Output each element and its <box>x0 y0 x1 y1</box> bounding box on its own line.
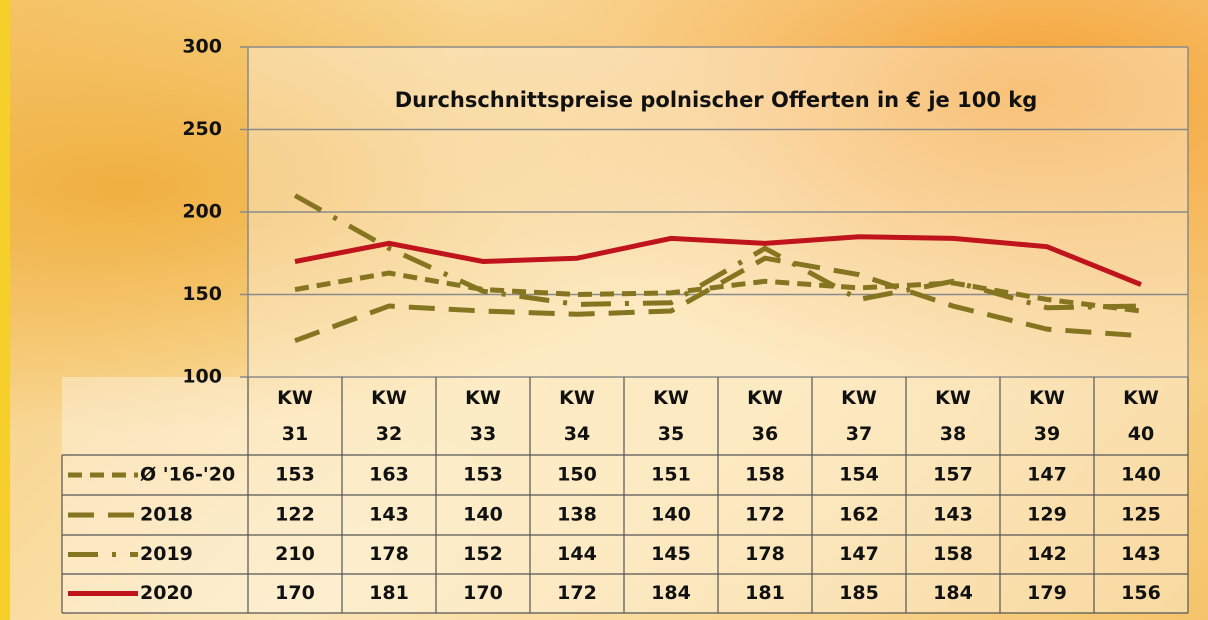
table-value: 152 <box>463 543 503 565</box>
table-value: 145 <box>651 543 691 565</box>
y-tick-label: 300 <box>182 36 222 58</box>
series-line <box>294 234 1142 287</box>
table-value: 125 <box>1121 504 1161 526</box>
legend-label: Ø '16-'20 <box>140 464 235 486</box>
table-value: 170 <box>275 582 315 604</box>
x-tick-label: KW 39 <box>1029 387 1065 445</box>
table-value: 172 <box>745 504 785 526</box>
table-value: 178 <box>369 543 409 565</box>
x-tick-label: KW 38 <box>935 387 971 445</box>
table-value: 184 <box>651 582 691 604</box>
table-value: 181 <box>369 582 409 604</box>
table-value: 143 <box>1121 543 1161 565</box>
table-value: 147 <box>1027 464 1067 486</box>
table-value: 153 <box>463 464 503 486</box>
table-value: 181 <box>745 582 785 604</box>
y-tick-label: 150 <box>182 283 222 305</box>
table-value: 138 <box>557 504 597 526</box>
table-value: 150 <box>557 464 597 486</box>
table-value: 157 <box>933 464 973 486</box>
chart-title: Durchschnittspreise polnischer Offerten … <box>395 88 1038 112</box>
table-value: 143 <box>369 504 409 526</box>
y-tick-label: 250 <box>182 118 222 140</box>
table-value: 179 <box>1027 582 1067 604</box>
table-value: 143 <box>933 504 973 526</box>
legend-label: 2020 <box>140 582 193 604</box>
x-tick-label: KW 31 <box>277 387 313 445</box>
series-line <box>294 255 1142 344</box>
table-value: 178 <box>745 543 785 565</box>
table-value: 162 <box>839 504 879 526</box>
table-value: 144 <box>557 543 597 565</box>
x-tick-label: KW 36 <box>747 387 783 445</box>
table-value: 156 <box>1121 582 1161 604</box>
table-value: 142 <box>1027 543 1067 565</box>
table-value: 184 <box>933 582 973 604</box>
table-value: 210 <box>275 543 315 565</box>
x-tick-label: KW 34 <box>559 387 595 445</box>
series-line <box>294 270 1142 314</box>
legend-label: 2019 <box>140 543 193 565</box>
table-value: 163 <box>369 464 409 486</box>
table-value: 129 <box>1027 504 1067 526</box>
legend-label: 2018 <box>140 504 193 526</box>
table-value: 158 <box>933 543 973 565</box>
table-value: 153 <box>275 464 315 486</box>
table-value: 172 <box>557 582 597 604</box>
table-value: 140 <box>651 504 691 526</box>
table-value: 151 <box>651 464 691 486</box>
table-value: 122 <box>275 504 315 526</box>
x-tick-label: KW 37 <box>841 387 877 445</box>
table-value: 140 <box>1121 464 1161 486</box>
x-tick-label: KW 33 <box>465 387 501 445</box>
x-tick-label: KW 32 <box>371 387 407 445</box>
table-value: 154 <box>839 464 879 486</box>
y-tick-label: 100 <box>182 366 222 388</box>
y-tick-label: 200 <box>182 201 222 223</box>
table-value: 158 <box>745 464 785 486</box>
table-value: 147 <box>839 543 879 565</box>
series-line <box>293 193 1142 311</box>
x-tick-label: KW 35 <box>653 387 689 445</box>
table-value: 185 <box>839 582 879 604</box>
table-value: 170 <box>463 582 503 604</box>
table-value: 140 <box>463 504 503 526</box>
x-tick-label: KW 40 <box>1123 387 1159 445</box>
